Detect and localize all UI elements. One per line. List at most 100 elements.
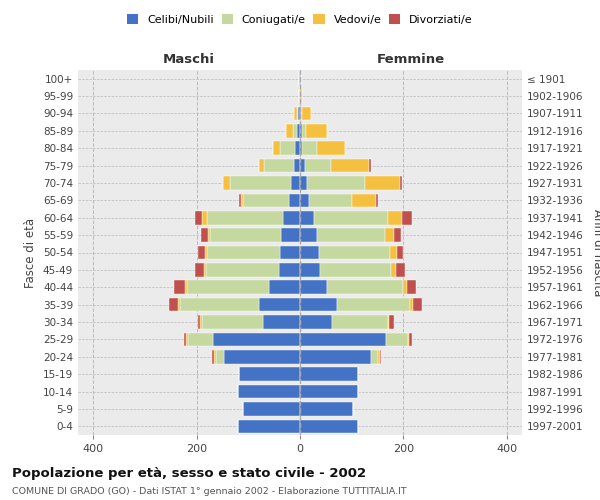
Bar [280, 246, 300, 260]
Bar [300, 211, 314, 224]
Bar [273, 142, 280, 155]
Text: COMUNE DI GRADO (GO) - Dati ISTAT 1° gennaio 2002 - Elaborazione TUTTITALIA.IT: COMUNE DI GRADO (GO) - Dati ISTAT 1° gen… [12, 488, 407, 496]
Bar [173, 280, 185, 294]
Bar [300, 368, 358, 381]
Bar [300, 124, 302, 138]
Bar [305, 159, 331, 172]
Bar [283, 211, 300, 224]
Bar [214, 350, 217, 364]
Bar [395, 263, 405, 276]
Bar [365, 176, 400, 190]
Bar [300, 106, 301, 120]
Bar [210, 228, 281, 242]
Bar [263, 315, 300, 329]
Bar [280, 142, 295, 155]
Bar [281, 228, 300, 242]
Bar [300, 176, 307, 190]
Bar [371, 350, 379, 364]
Bar [241, 194, 243, 207]
Bar [213, 332, 300, 346]
Bar [388, 315, 389, 329]
Bar [205, 246, 207, 260]
Bar [302, 142, 317, 155]
Bar [291, 176, 300, 190]
Bar [259, 298, 300, 312]
Bar [300, 228, 317, 242]
Bar [198, 246, 205, 260]
Text: Femmine: Femmine [377, 54, 445, 66]
Legend: Celibi/Nubili, Coniugati/e, Vedovi/e, Divorziati/e: Celibi/Nubili, Coniugati/e, Vedovi/e, Di… [125, 12, 475, 27]
Bar [320, 263, 391, 276]
Bar [230, 176, 291, 190]
Bar [403, 280, 407, 294]
Bar [202, 211, 207, 224]
Bar [243, 194, 289, 207]
Bar [300, 298, 337, 312]
Bar [202, 315, 263, 329]
Bar [301, 106, 302, 120]
Bar [300, 385, 358, 398]
Bar [385, 228, 394, 242]
Bar [300, 332, 386, 346]
Bar [243, 402, 300, 415]
Bar [314, 211, 388, 224]
Bar [259, 159, 264, 172]
Text: Popolazione per età, sesso e stato civile - 2002: Popolazione per età, sesso e stato civil… [12, 468, 366, 480]
Bar [327, 280, 403, 294]
Bar [352, 194, 376, 207]
Bar [207, 211, 283, 224]
Bar [294, 106, 298, 120]
Bar [300, 280, 327, 294]
Bar [217, 350, 224, 364]
Bar [295, 142, 300, 155]
Bar [319, 246, 390, 260]
Bar [298, 106, 300, 120]
Bar [286, 124, 293, 138]
Bar [300, 263, 320, 276]
Bar [413, 298, 422, 312]
Bar [223, 176, 230, 190]
Bar [204, 263, 206, 276]
Bar [300, 90, 302, 103]
Text: Maschi: Maschi [163, 54, 215, 66]
Bar [402, 211, 412, 224]
Bar [269, 280, 300, 294]
Bar [206, 263, 280, 276]
Bar [298, 124, 300, 138]
Bar [207, 246, 280, 260]
Bar [388, 211, 402, 224]
Bar [294, 159, 300, 172]
Bar [185, 280, 187, 294]
Bar [317, 142, 346, 155]
Bar [379, 350, 380, 364]
Bar [180, 298, 259, 312]
Bar [300, 194, 309, 207]
Bar [280, 263, 300, 276]
Bar [408, 332, 409, 346]
Bar [188, 332, 213, 346]
Bar [208, 228, 210, 242]
Bar [195, 211, 202, 224]
Bar [376, 194, 379, 207]
Bar [390, 246, 397, 260]
Bar [187, 280, 269, 294]
Bar [300, 402, 353, 415]
Bar [194, 263, 204, 276]
Bar [201, 228, 208, 242]
Bar [309, 194, 352, 207]
Bar [212, 350, 214, 364]
Y-axis label: Anni di nascita: Anni di nascita [590, 209, 600, 296]
Bar [300, 350, 371, 364]
Bar [200, 315, 202, 329]
Bar [407, 280, 416, 294]
Bar [409, 332, 412, 346]
Bar [300, 142, 302, 155]
Bar [300, 246, 319, 260]
Bar [239, 368, 300, 381]
Bar [332, 315, 388, 329]
Bar [300, 159, 305, 172]
Bar [302, 106, 311, 120]
Bar [169, 298, 178, 312]
Bar [300, 315, 332, 329]
Bar [238, 385, 300, 398]
